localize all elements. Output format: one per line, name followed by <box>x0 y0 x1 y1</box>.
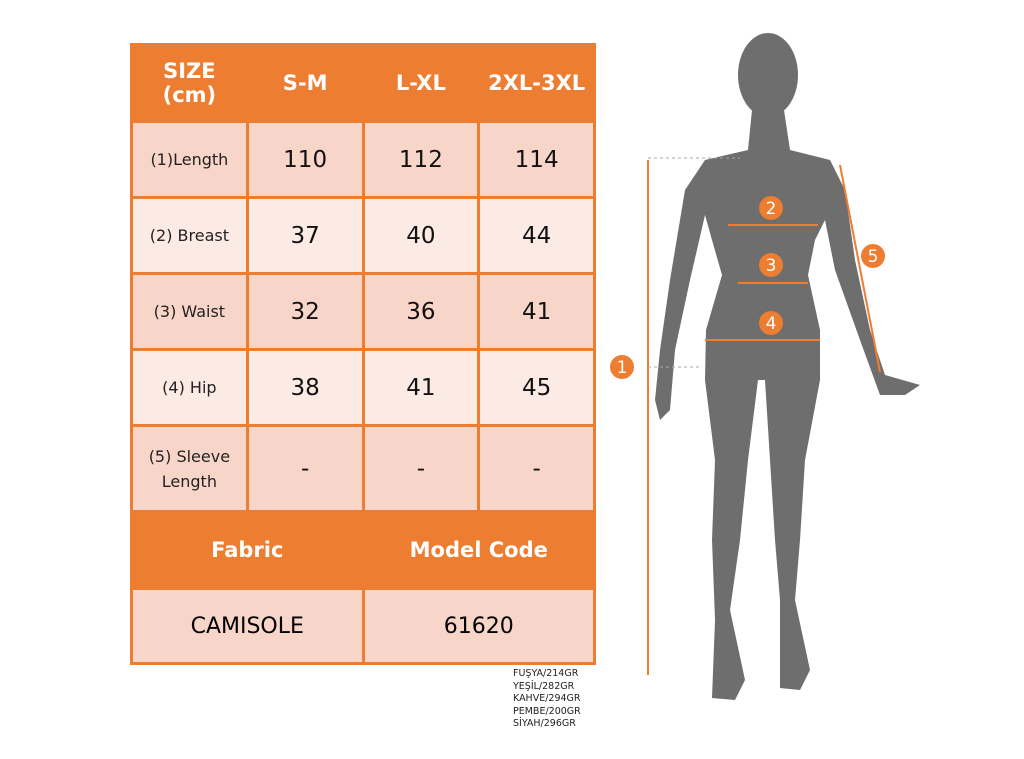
cell: 44 <box>477 196 596 275</box>
model-code-value: 61620 <box>361 587 596 665</box>
cell: - <box>245 424 365 513</box>
fabric-header: Fabric <box>130 510 365 590</box>
cell: 40 <box>361 196 481 275</box>
unit-label: (cm) <box>162 83 217 107</box>
row-label: (2) Breast <box>130 196 249 275</box>
weight-item: FUŞYA/214GR <box>513 668 579 679</box>
size-chart-table: SIZE (cm) S-M L-XL 2XL-3XL (1)Length 110 11… <box>130 43 596 665</box>
marker-icons: 1 2 3 4 5 <box>610 196 885 379</box>
cell: 32 <box>245 272 365 351</box>
marker-1: 1 <box>617 358 628 378</box>
table-row: (1)Length 110 112 114 <box>130 120 596 199</box>
row-label: (1)Length <box>130 120 249 199</box>
row-label: (5) Sleeve Length <box>130 424 249 513</box>
marker-3: 3 <box>766 256 777 276</box>
cell: 38 <box>245 348 365 427</box>
cell: 112 <box>361 120 481 199</box>
weight-item: SİYAH/296GR <box>513 718 576 729</box>
col-header: 2XL-3XL <box>477 43 596 123</box>
cell: 41 <box>477 272 596 351</box>
cell: 36 <box>361 272 481 351</box>
weight-item: YEŞİL/282GR <box>513 680 575 692</box>
cell: 110 <box>245 120 365 199</box>
header-row: SIZE (cm) S-M L-XL 2XL-3XL <box>130 43 596 123</box>
table-row: (5) Sleeve Length - - - <box>130 424 596 513</box>
model-code-header: Model Code <box>361 510 596 590</box>
color-weights-list: FUŞYA/214GR YEŞİL/282GR KAHVE/294GR PEMB… <box>513 668 581 731</box>
marker-5: 5 <box>868 247 879 267</box>
table-row: (3) Waist 32 36 41 <box>130 272 596 351</box>
marker-4: 4 <box>766 314 777 334</box>
guide-lines <box>648 157 740 368</box>
cell: - <box>361 424 481 513</box>
row-label: (3) Waist <box>130 272 249 351</box>
col-header: L-XL <box>361 43 481 123</box>
size-label: SIZE <box>163 59 216 83</box>
cell: 37 <box>245 196 365 275</box>
weight-item: KAHVE/294GR <box>513 693 581 704</box>
row-label: (4) Hip <box>130 348 249 427</box>
cell: 41 <box>361 348 481 427</box>
weight-item: PEMBE/200GR <box>513 705 581 717</box>
table-row: (4) Hip 38 41 45 <box>130 348 596 427</box>
size-header: SIZE (cm) <box>130 43 249 123</box>
cell: 114 <box>477 120 596 199</box>
cell: 45 <box>477 348 596 427</box>
body-silhouette <box>655 33 920 700</box>
cell: - <box>477 424 596 513</box>
col-header: S-M <box>245 43 365 123</box>
measurement-lines <box>647 160 881 675</box>
fabric-header-row: Fabric Model Code <box>130 510 596 590</box>
fabric-value: CAMISOLE <box>130 587 365 665</box>
table-row: (2) Breast 37 40 44 <box>130 196 596 275</box>
fabric-row: CAMISOLE 61620 <box>130 587 596 665</box>
marker-2: 2 <box>766 199 777 219</box>
